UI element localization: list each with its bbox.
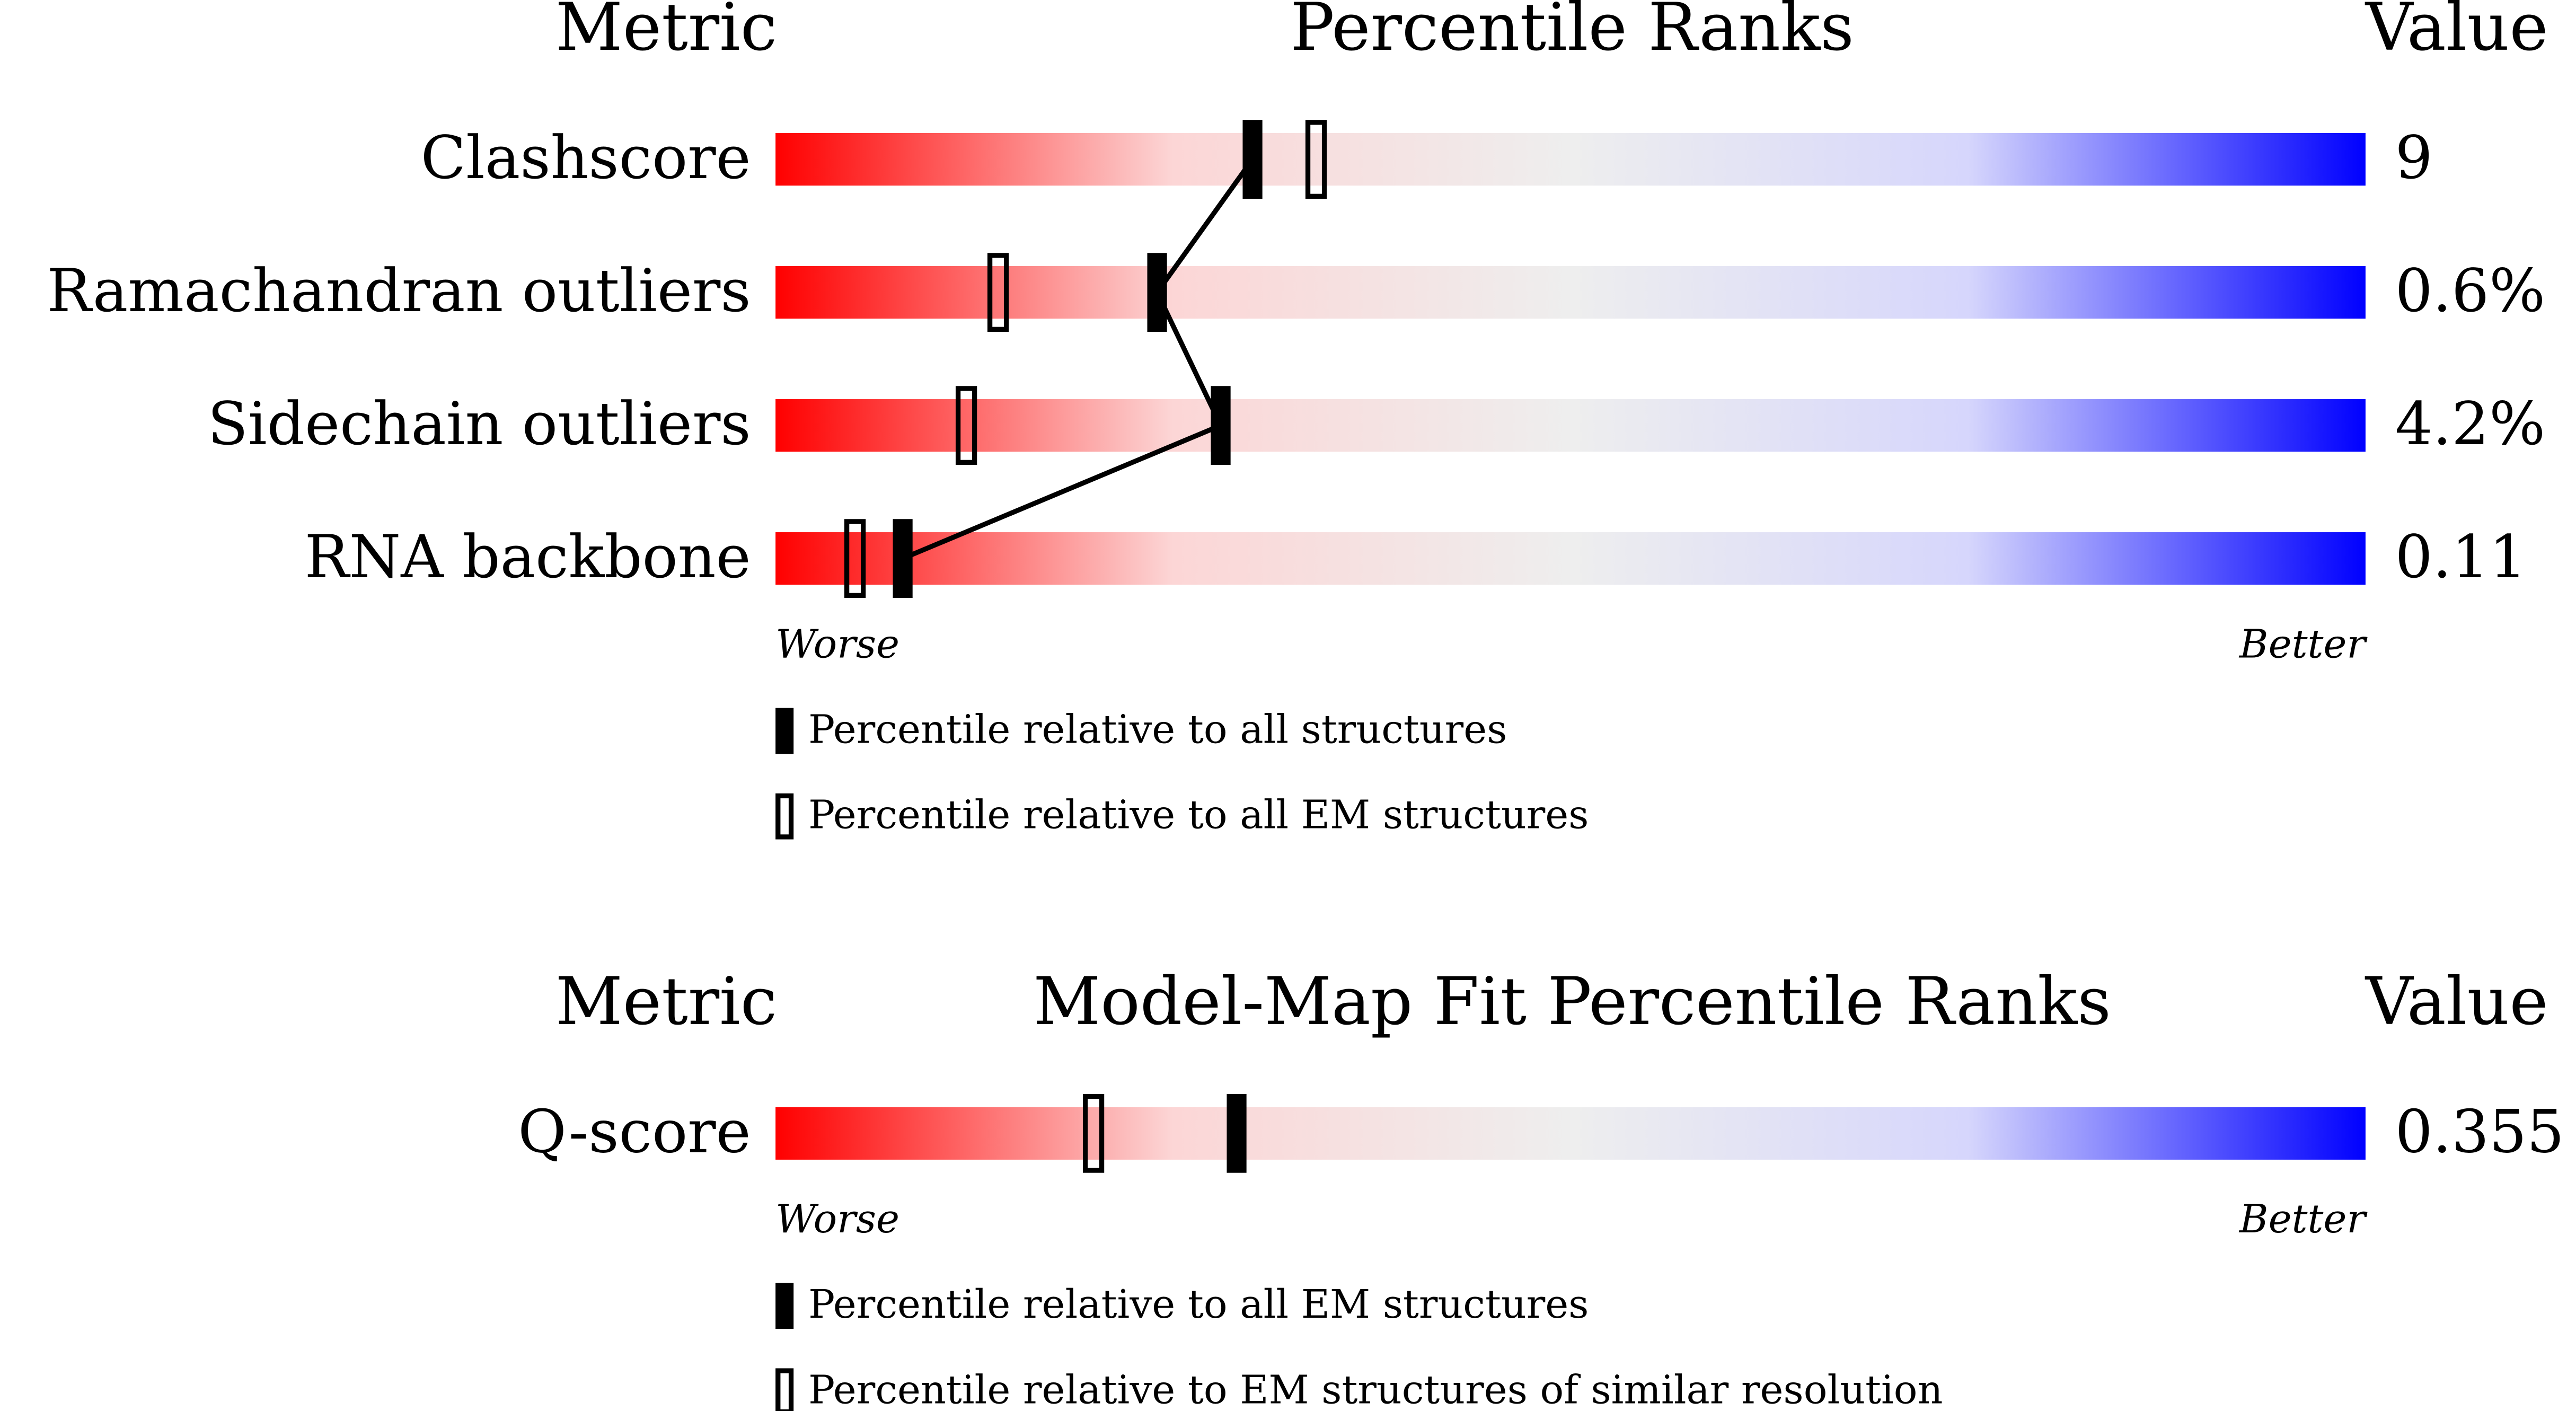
value-label: 0.6% bbox=[2395, 257, 2545, 325]
open-marker bbox=[987, 253, 1009, 332]
connector-line bbox=[902, 157, 1255, 561]
worse-label: Worse bbox=[775, 621, 899, 667]
value-label: 0.355 bbox=[2395, 1097, 2564, 1166]
better-label: Better bbox=[2238, 621, 2368, 667]
percentile-bar bbox=[775, 399, 2366, 452]
metric-header: Metric bbox=[555, 964, 777, 1040]
value-label: 9 bbox=[2395, 124, 2433, 192]
percentile-bar bbox=[775, 1107, 2366, 1160]
percentile-bar bbox=[775, 266, 2366, 319]
value-label: 4.2% bbox=[2395, 390, 2545, 458]
legend-filled: Percentile relative to all structures bbox=[808, 707, 1507, 753]
value-header: Value bbox=[2365, 0, 2548, 66]
percentile-bar bbox=[775, 133, 2366, 186]
open-marker bbox=[955, 386, 977, 465]
worse-label: Worse bbox=[775, 1196, 899, 1242]
metric-label: Sidechain outliers bbox=[208, 390, 751, 458]
metric-label: Ramachandran outliers bbox=[47, 257, 751, 325]
legend-filled-icon bbox=[775, 1283, 794, 1329]
metric-label: Q-score bbox=[518, 1097, 751, 1166]
legend-open: Percentile relative to all EM structures bbox=[808, 792, 1589, 838]
value-header: Value bbox=[2365, 964, 2548, 1040]
legend-filled: Percentile relative to all EM structures bbox=[808, 1281, 1589, 1327]
panel-title: Model-Map Fit Percentile Ranks bbox=[1033, 964, 2111, 1040]
metric-header: Metric bbox=[555, 0, 777, 66]
open-marker bbox=[844, 519, 866, 598]
legend-open-icon bbox=[775, 1368, 794, 1411]
filled-marker bbox=[1227, 1093, 1247, 1173]
panel-title: Percentile Ranks bbox=[1290, 0, 1854, 66]
metric-label: RNA backbone bbox=[305, 523, 751, 592]
metric-label: Clashscore bbox=[421, 124, 751, 192]
legend-open: Percentile relative to EM structures of … bbox=[808, 1366, 1943, 1411]
legend-open-icon bbox=[775, 793, 794, 840]
percentile-bar bbox=[775, 532, 2366, 585]
open-marker bbox=[1082, 1093, 1105, 1173]
open-marker bbox=[1305, 120, 1327, 199]
better-label: Better bbox=[2238, 1196, 2368, 1242]
value-label: 0.11 bbox=[2395, 523, 2527, 592]
legend-filled-icon bbox=[775, 708, 794, 754]
